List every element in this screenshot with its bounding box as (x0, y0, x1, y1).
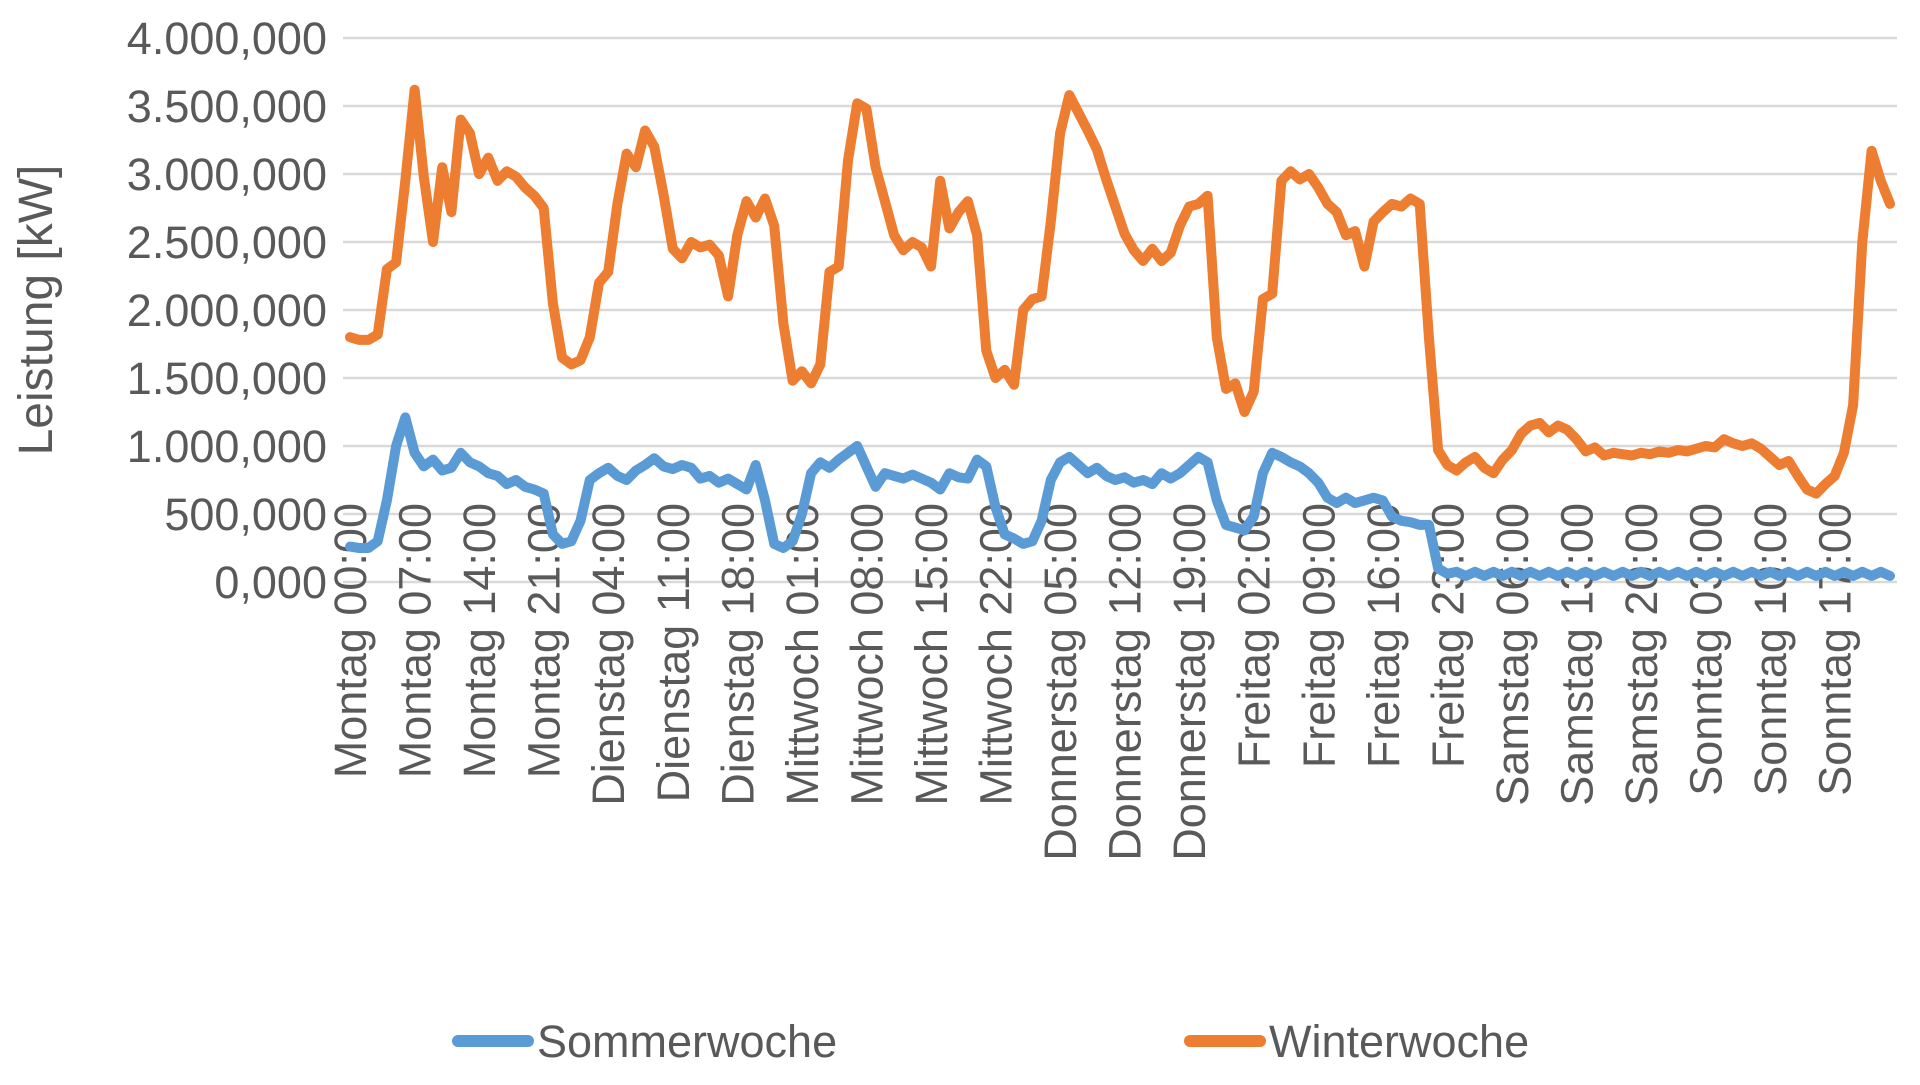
legend-label-sommerwoche: Sommerwoche (537, 1016, 837, 1067)
x-tick-label: Freitag 02:00 (1229, 503, 1280, 768)
y-tick-label: 2.000,000 (127, 285, 327, 336)
y-tick-label: 500,000 (164, 489, 327, 540)
x-tick-label: Mittwoch 22:00 (971, 503, 1022, 806)
x-tick-label: Montag 21:00 (519, 503, 570, 778)
x-tick-label: Donnerstag 12:00 (1100, 503, 1151, 861)
x-tick-label: Samstag 20:00 (1616, 503, 1667, 806)
series-line-winterwoche (345, 84, 1895, 499)
y-tick-label: 3.500,000 (127, 81, 327, 132)
y-tick-label: 2.500,000 (127, 217, 327, 268)
x-tick-label: Donnerstag 05:00 (1035, 503, 1086, 861)
x-tick-label: Dienstag 18:00 (712, 503, 763, 806)
x-tick-label: Freitag 09:00 (1293, 503, 1344, 768)
x-tick-label: Sonntag 17:00 (1810, 503, 1861, 796)
x-tick-label: Dienstag 04:00 (583, 503, 634, 806)
x-tick-label: Montag 07:00 (390, 503, 441, 778)
x-tick-label: Montag 14:00 (454, 503, 505, 778)
y-tick-label: 3.000,000 (127, 149, 327, 200)
x-tick-label: Samstag 06:00 (1487, 503, 1538, 806)
legend-label-winterwoche: Winterwoche (1269, 1016, 1529, 1067)
x-tick-label: Sonntag 10:00 (1745, 503, 1796, 796)
y-axis-tick-labels: 0,000 500,000 1.000,000 1.500,000 2.000,000 2… (127, 13, 327, 608)
x-tick-label: Freitag 16:00 (1358, 503, 1409, 768)
x-tick-label: Mittwoch 08:00 (841, 503, 892, 806)
x-axis-tick-labels: Montag 00:00 Montag 07:00 Montag 14:00 Mont… (325, 503, 1861, 861)
x-tick-label: Dienstag 11:00 (648, 503, 699, 802)
legend: Sommerwoche Winterwoche (452, 1016, 1529, 1067)
series-line-sommerwoche (345, 412, 1895, 581)
x-tick-label: Mittwoch 01:00 (777, 503, 828, 806)
x-tick-label: Samstag 13:00 (1551, 503, 1602, 806)
x-tick-label: Sonntag 03:00 (1681, 503, 1732, 796)
x-tick-label: Donnerstag 19:00 (1164, 503, 1215, 861)
series-lines (345, 84, 1895, 581)
y-tick-label: 1.500,000 (127, 353, 327, 404)
y-axis-title: Leistung [kW] (10, 165, 63, 456)
y-tick-label: 0,000 (214, 557, 327, 608)
gridlines (343, 36, 1897, 584)
x-tick-label: Mittwoch 15:00 (906, 503, 957, 806)
y-tick-label: 1.000,000 (127, 421, 327, 472)
y-tick-label: 4.000,000 (127, 13, 327, 64)
